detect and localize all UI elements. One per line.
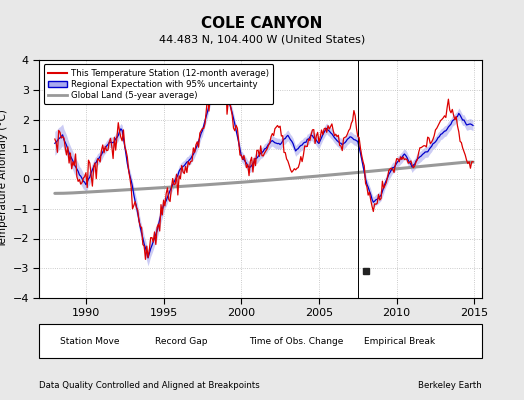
Text: Berkeley Earth: Berkeley Earth <box>418 381 482 390</box>
Text: COLE CANYON: COLE CANYON <box>201 16 323 31</box>
Text: Station Move: Station Move <box>60 336 120 346</box>
Text: ●: ● <box>52 340 53 342</box>
Y-axis label: Temperature Anomaly (°C): Temperature Anomaly (°C) <box>0 110 8 248</box>
Text: 44.483 N, 104.400 W (United States): 44.483 N, 104.400 W (United States) <box>159 34 365 44</box>
Text: Record Gap: Record Gap <box>155 336 207 346</box>
Text: Time of Obs. Change: Time of Obs. Change <box>249 336 343 346</box>
Text: ●: ● <box>146 340 147 342</box>
Text: Empirical Break: Empirical Break <box>364 336 435 346</box>
Legend: This Temperature Station (12-month average), Regional Expectation with 95% uncer: This Temperature Station (12-month avera… <box>43 64 274 104</box>
Text: ●: ● <box>356 340 357 342</box>
Text: Data Quality Controlled and Aligned at Breakpoints: Data Quality Controlled and Aligned at B… <box>39 381 260 390</box>
Text: ●: ● <box>241 340 242 342</box>
